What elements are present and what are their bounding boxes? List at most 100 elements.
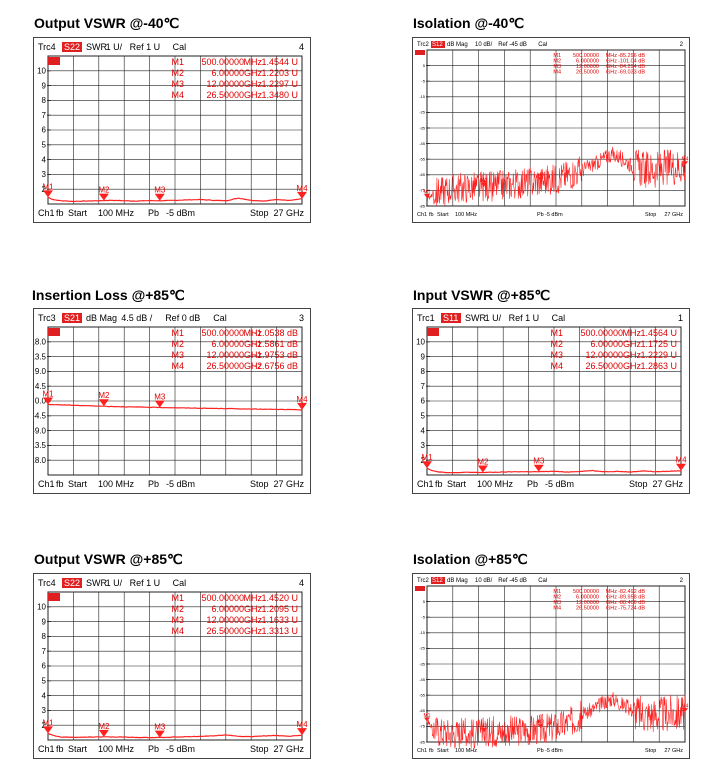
marker-unit: GHz bbox=[244, 361, 263, 371]
footer-power: -5 dBm bbox=[166, 208, 195, 218]
marker-label: M4 bbox=[296, 720, 308, 729]
marker-triangle bbox=[477, 465, 488, 473]
marker-value: -85.296 dB bbox=[618, 53, 645, 59]
y-tick-label: -85 bbox=[419, 739, 426, 744]
marker-triangle bbox=[682, 708, 688, 713]
y-tick-label: 4 bbox=[42, 691, 47, 700]
marker-label: M2 bbox=[480, 724, 487, 730]
trace-line bbox=[426, 691, 686, 749]
trace-label: Trc4 bbox=[38, 42, 56, 52]
marker-label: M2 bbox=[98, 186, 110, 195]
param-badge bbox=[62, 313, 82, 323]
ref-label: Ref 1 U bbox=[130, 42, 161, 52]
marker-name: M3 bbox=[171, 615, 184, 625]
marker-name: M4 bbox=[553, 70, 561, 76]
marker-value: -88.406 dB bbox=[618, 600, 645, 606]
y-tick-label: -65 bbox=[419, 708, 426, 713]
footer-power: -5 dBm bbox=[545, 479, 574, 489]
marker-unit: GHz bbox=[244, 626, 263, 636]
param-label: S21 bbox=[64, 313, 80, 323]
format-label: SWR bbox=[86, 42, 107, 52]
footer-start: Start bbox=[68, 744, 88, 754]
y-tick-label: 3 bbox=[42, 170, 47, 179]
footer-power: -5 dBm bbox=[166, 479, 195, 489]
param-badge bbox=[62, 42, 82, 52]
marker-name: M3 bbox=[171, 350, 184, 360]
marker-triangle bbox=[43, 397, 53, 405]
marker-value: -1.0538 dB bbox=[254, 328, 298, 338]
y-tick-label: -5 bbox=[421, 615, 425, 620]
footer-channel: Ch1 bbox=[417, 748, 427, 754]
marker-unit: GHz bbox=[244, 615, 263, 625]
chart-title-output-vswr-m40: Output VSWR @-40℃ bbox=[34, 15, 180, 31]
marker-freq: 6.000000 bbox=[576, 595, 599, 601]
marker-label: M1 bbox=[42, 182, 54, 191]
y-tick-label: 7 bbox=[42, 111, 47, 120]
marker-name: M2 bbox=[171, 68, 184, 78]
footer-pb: Pb bbox=[148, 479, 159, 489]
marker-label: M1 bbox=[421, 453, 433, 462]
footer-pb: Pb bbox=[537, 212, 544, 218]
marker-freq: 12.00000 bbox=[206, 79, 244, 89]
marker-unit: MHz bbox=[623, 328, 642, 338]
footer-power: -5 dBm bbox=[545, 212, 563, 218]
footer-stop-value: 27 GHz bbox=[273, 208, 304, 218]
y-tick-label: -75 bbox=[419, 724, 426, 729]
marker-triangle bbox=[682, 161, 688, 166]
y-tick-label: -5 bbox=[421, 79, 425, 84]
chart-title-isolation-m40: Isolation @-40℃ bbox=[413, 15, 525, 31]
y-tick-label: -55 bbox=[419, 693, 426, 698]
scale-label: 1 U/ bbox=[485, 313, 502, 323]
footer-start-value: 100 MHz bbox=[477, 479, 514, 489]
marker-freq: 12.00000 bbox=[206, 615, 244, 625]
marker-label: M3 bbox=[154, 186, 166, 195]
marker-value: -84.294 dB bbox=[618, 64, 645, 70]
vna-panel-isolation-m40: Trc2 S12 dB Mag 10 dB/Ref -45 dB Cal 2 5 -5 -15 -… bbox=[412, 37, 690, 223]
marker-name: M4 bbox=[171, 626, 184, 636]
footer-power: -5 dBm bbox=[545, 748, 563, 754]
marker-freq: 6.000000 bbox=[576, 59, 599, 65]
format-label: SWR bbox=[86, 578, 107, 588]
marker-label: M3 bbox=[533, 457, 545, 466]
footer-start-value: 100 MHz bbox=[455, 212, 477, 218]
y-tick-label: -18.0 bbox=[34, 456, 47, 465]
param-label: S11 bbox=[443, 313, 458, 323]
reference-marker bbox=[415, 50, 425, 55]
marker-freq: 12.00000 bbox=[576, 64, 599, 70]
y-tick-label: 7 bbox=[421, 382, 426, 391]
marker-label: M3 bbox=[537, 173, 544, 179]
y-tick-label: -9.0 bbox=[34, 426, 47, 435]
footer-start: Start bbox=[447, 479, 467, 489]
marker-name: M1 bbox=[553, 589, 561, 595]
format-label: dB Mag bbox=[86, 313, 117, 323]
marker-value: 1.2203 U bbox=[261, 68, 298, 78]
marker-name: M2 bbox=[553, 59, 561, 65]
marker-unit: GHz bbox=[606, 59, 617, 65]
marker-value: -75.724 dB bbox=[618, 606, 645, 612]
marker-value: 1.1633 U bbox=[261, 615, 298, 625]
marker-unit: MHz bbox=[244, 57, 263, 67]
marker-freq: 6.00000 bbox=[211, 339, 244, 349]
marker-name: M3 bbox=[171, 79, 184, 89]
marker-value: 1.1725 U bbox=[640, 339, 677, 349]
y-tick-label: -13.5 bbox=[34, 441, 47, 450]
y-tick-label: 7 bbox=[42, 647, 47, 656]
marker-value: -82.492 dB bbox=[618, 589, 645, 595]
footer-stop: Stop bbox=[645, 212, 656, 218]
marker-value: 1.3313 U bbox=[261, 626, 298, 636]
cal-label: Cal bbox=[538, 578, 547, 584]
marker-unit: GHz bbox=[606, 595, 617, 601]
marker-name: M4 bbox=[553, 606, 561, 612]
y-tick-label: 4 bbox=[42, 155, 47, 164]
y-tick-label: 9 bbox=[42, 81, 47, 90]
marker-unit: GHz bbox=[244, 350, 263, 360]
reference-marker bbox=[48, 328, 60, 336]
y-tick-label: 4 bbox=[421, 426, 426, 435]
marker-freq: 500.00000 bbox=[201, 328, 244, 338]
marker-value: -1.9753 dB bbox=[254, 350, 298, 360]
vna-screen: Trc2 S12 dB Mag 10 dB/Ref -45 dB Cal 2 5 -5 -15 -… bbox=[415, 41, 689, 218]
scale-label: 4.5 dB / bbox=[121, 313, 153, 323]
ref-label: Ref 1 U bbox=[509, 313, 540, 323]
